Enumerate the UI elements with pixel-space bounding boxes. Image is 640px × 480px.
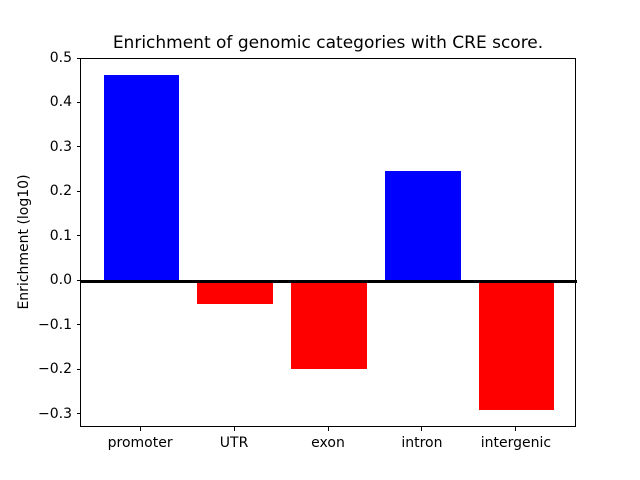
y-tick-mark <box>76 57 80 59</box>
y-tick-label: 0.0 <box>49 272 72 289</box>
y-tick-mark <box>76 146 80 148</box>
bar-exon <box>291 281 367 369</box>
bar-intergenic <box>479 281 555 410</box>
y-tick-mark <box>76 413 80 415</box>
x-tick-mark <box>139 427 141 431</box>
x-tick-mark <box>327 427 329 431</box>
y-tick-label: 0.1 <box>49 227 72 244</box>
chart-title: Enrichment of genomic categories with CR… <box>112 33 544 53</box>
bar-intron <box>385 170 461 282</box>
plot-area <box>80 58 577 427</box>
x-tick-label-exon: exon <box>311 435 345 451</box>
y-tick-label: −0.2 <box>38 361 72 378</box>
x-tick-mark <box>233 427 235 431</box>
y-tick-label: 0.2 <box>49 183 72 200</box>
bar-UTR <box>197 281 273 304</box>
x-tick-label-promoter: promoter <box>107 435 173 451</box>
x-tick-label-UTR: UTR <box>219 435 249 451</box>
x-tick-label-intron: intron <box>401 435 443 451</box>
y-tick-mark <box>76 324 80 326</box>
y-tick-mark <box>76 368 80 370</box>
y-tick-mark <box>76 190 80 192</box>
y-tick-label: 0.5 <box>49 50 72 66</box>
y-tick-mark <box>76 101 80 103</box>
y-tick-label: −0.3 <box>38 405 72 422</box>
x-tick-mark <box>421 427 423 431</box>
y-tick-label: 0.3 <box>49 138 72 155</box>
x-tick-label-intergenic: intergenic <box>480 435 552 451</box>
y-tick-mark <box>76 235 80 237</box>
x-tick-mark <box>515 427 517 431</box>
y-tick-label: −0.1 <box>38 316 72 333</box>
zero-line <box>81 280 577 283</box>
y-tick-label: 0.4 <box>49 94 72 111</box>
bar-promoter <box>103 75 179 282</box>
y-tick-mark <box>76 279 80 281</box>
